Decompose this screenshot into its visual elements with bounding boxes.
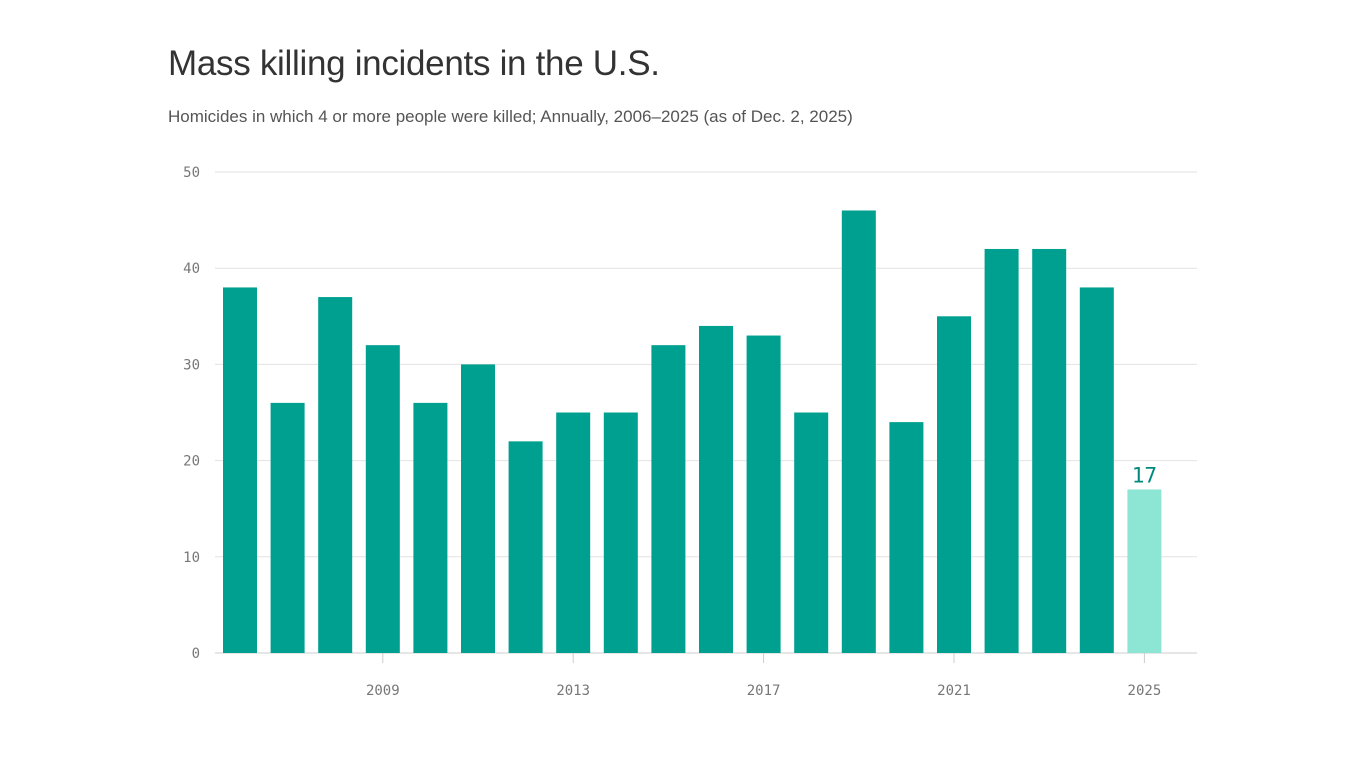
bar-2009: [365, 345, 400, 653]
y-tick-label: 20: [183, 454, 200, 470]
chart-title: Mass killing incidents in the U.S.: [168, 44, 660, 83]
y-tick-label: 40: [183, 261, 200, 277]
y-tick-label: 10: [183, 550, 200, 566]
bar-2022: [984, 248, 1019, 653]
bar-2011: [461, 364, 495, 653]
chart-subtitle: Homicides in which 4 or more people were…: [168, 107, 853, 126]
bar-2013: [556, 412, 591, 653]
x-tick-label: 2009: [366, 683, 400, 699]
bar-2024: [1079, 287, 1114, 653]
data-label: 17: [1132, 463, 1157, 487]
bar-2017: [746, 335, 781, 653]
bar-2014: [603, 412, 638, 653]
bar-2012: [508, 441, 543, 653]
y-tick-label: 0: [192, 646, 200, 662]
bar-2010: [413, 402, 448, 653]
bar-2025: [1127, 489, 1162, 653]
y-tick-label: 50: [183, 165, 200, 181]
bar-2018: [794, 412, 829, 653]
bar-2019: [841, 210, 876, 654]
y-tick-label: 30: [183, 357, 200, 373]
bar-2015: [651, 345, 686, 653]
bar-2016: [699, 325, 733, 653]
x-tick-label: 2017: [747, 683, 781, 699]
bar-2007: [270, 402, 305, 653]
x-tick-label: 2013: [556, 683, 590, 699]
x-tick-label: 2021: [937, 683, 971, 699]
bar-2023: [1032, 248, 1067, 653]
bar-2006: [223, 287, 257, 653]
bar-2020: [889, 422, 924, 653]
x-tick-label: 2025: [1128, 683, 1162, 699]
bar-2021: [937, 316, 971, 653]
bar-2008: [318, 297, 353, 653]
